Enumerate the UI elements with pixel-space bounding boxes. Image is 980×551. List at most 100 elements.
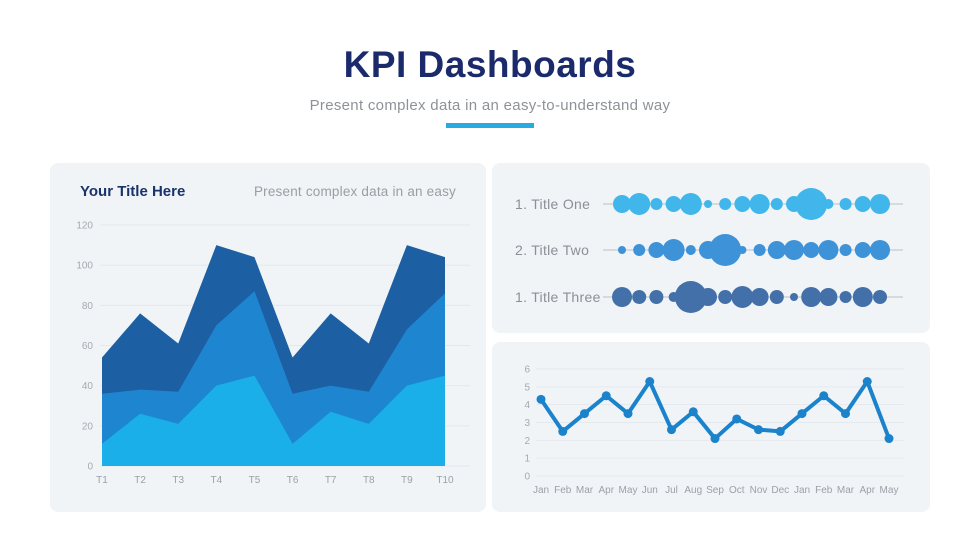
x-axis-tick-label: T1: [96, 475, 108, 486]
x-axis-tick-label: T3: [172, 475, 184, 486]
page-title: KPI Dashboards: [343, 44, 637, 85]
bubble: [839, 198, 852, 210]
bubble: [784, 240, 804, 260]
bubble: [674, 281, 707, 313]
bubble-row-one-label: 1. Title One: [515, 196, 591, 212]
light-blue-area-series: [102, 375, 445, 466]
bubble-row-two: 2. Title Two: [492, 228, 930, 272]
data-point-marker: [797, 409, 807, 419]
y-axis-tick-label: 100: [76, 261, 93, 272]
bubble: [795, 188, 828, 220]
bubble: [718, 290, 733, 304]
x-axis-tick-label: T8: [363, 475, 375, 486]
x-axis-tick-label: Jan: [533, 485, 549, 496]
x-axis-tick-label: May: [880, 485, 899, 496]
y-axis-tick-label: 6: [524, 365, 530, 376]
bubble: [854, 196, 871, 212]
y-axis-tick-label: 2: [524, 436, 530, 447]
bubble-row-one: 1. Title One: [492, 182, 930, 226]
area-chart-subtitle: Present complex data in an easy: [253, 184, 456, 199]
bubble: [612, 287, 632, 307]
data-point-marker: [884, 434, 894, 444]
bubble: [632, 290, 647, 304]
bubble: [870, 194, 890, 214]
bubble: [839, 244, 852, 256]
bubble: [649, 290, 664, 304]
bubble: [790, 293, 798, 301]
data-point-marker: [754, 425, 763, 435]
bubble: [803, 242, 820, 258]
x-axis-tick-label: T4: [210, 475, 222, 486]
x-axis-tick-label: T9: [401, 475, 413, 486]
bubble: [753, 244, 766, 256]
bubble: [731, 286, 754, 308]
bubble: [709, 234, 742, 266]
bubble: [665, 196, 682, 212]
data-point-marker: [688, 407, 698, 417]
x-axis-tick-label: Nov: [750, 485, 768, 496]
monthly-line-chart: 0 1 2 3 4 5 6 Jan Feb Mar Apr May Jun Jul Aug Sep Oct Nov…: [524, 365, 904, 496]
bubble: [749, 194, 770, 214]
bubble: [823, 199, 834, 209]
bubble: [650, 198, 663, 210]
y-axis-tick-label: 0: [524, 472, 530, 483]
bubble: [679, 193, 702, 215]
bubble: [852, 287, 873, 307]
bubble: [628, 193, 651, 215]
area-chart-panel: Your Title Here Present complex data in …: [50, 163, 486, 512]
bubble: [819, 288, 838, 306]
data-point-marker: [601, 391, 611, 401]
x-axis-tick-label: Jan: [794, 485, 810, 496]
x-axis-tick-label: T6: [287, 475, 299, 486]
bubble: [770, 198, 783, 210]
data-point-marker: [732, 414, 742, 424]
data-point-marker: [775, 426, 785, 436]
y-axis-tick-label: 120: [76, 221, 93, 232]
data-point-marker: [623, 409, 633, 419]
bubble: [870, 240, 890, 260]
x-axis-tick-label: Apr: [859, 485, 875, 496]
page-subtitle: Present complex data in an easy-to-under…: [309, 97, 671, 114]
bubble-row-two-chart: [603, 234, 903, 266]
bubble-row-one-chart: [603, 188, 903, 220]
bubble: [750, 288, 769, 306]
bubble: [613, 195, 631, 213]
y-axis-tick-label: 5: [524, 382, 530, 393]
bubble: [734, 196, 751, 212]
x-axis-tick-label: Aug: [684, 485, 702, 496]
stacked-area-chart: 0 20 40 60 80 100 120 T1 T2 T3 T4 T5 T6 T7 T8 T9 T10: [76, 221, 470, 486]
x-axis-tick-label: Apr: [598, 485, 614, 496]
bubble-row-two-label: 2. Title Two: [515, 242, 590, 258]
bubble: [685, 245, 696, 255]
y-axis-tick-label: 1: [524, 454, 530, 465]
bubble: [618, 246, 626, 254]
y-axis-tick-label: 0: [87, 462, 93, 473]
x-axis-tick-label: May: [619, 485, 638, 496]
data-point-marker: [819, 391, 829, 401]
x-axis-tick-label: Sep: [706, 485, 724, 496]
bubble: [704, 200, 712, 208]
bubble: [818, 240, 839, 260]
y-axis-tick-label: 40: [82, 381, 94, 392]
y-axis-tick-label: 4: [524, 400, 530, 411]
y-axis-tick-label: 20: [82, 421, 94, 432]
x-axis-tick-label: Mar: [837, 485, 855, 496]
x-axis-tick-label: Feb: [554, 485, 572, 496]
y-axis-tick-label: 80: [82, 301, 94, 312]
data-point-marker: [862, 377, 872, 387]
bubble-row-three: 1. Title Three: [492, 275, 930, 319]
bubble: [662, 239, 685, 261]
title-accent-underline: [446, 123, 534, 128]
y-axis-tick-label: 60: [82, 341, 94, 352]
area-chart-title: Your Title Here: [80, 183, 186, 200]
bubble: [839, 291, 852, 303]
data-point-marker: [841, 409, 850, 419]
x-axis-tick-label: T7: [325, 475, 337, 486]
data-point-marker: [558, 426, 568, 436]
y-axis-tick-label: 3: [524, 418, 530, 429]
x-axis-tick-label: Oct: [729, 485, 745, 496]
x-axis-tick-label: T5: [249, 475, 261, 486]
line-series: [539, 379, 891, 441]
bubble: [633, 244, 646, 256]
data-point-marker: [710, 434, 720, 444]
